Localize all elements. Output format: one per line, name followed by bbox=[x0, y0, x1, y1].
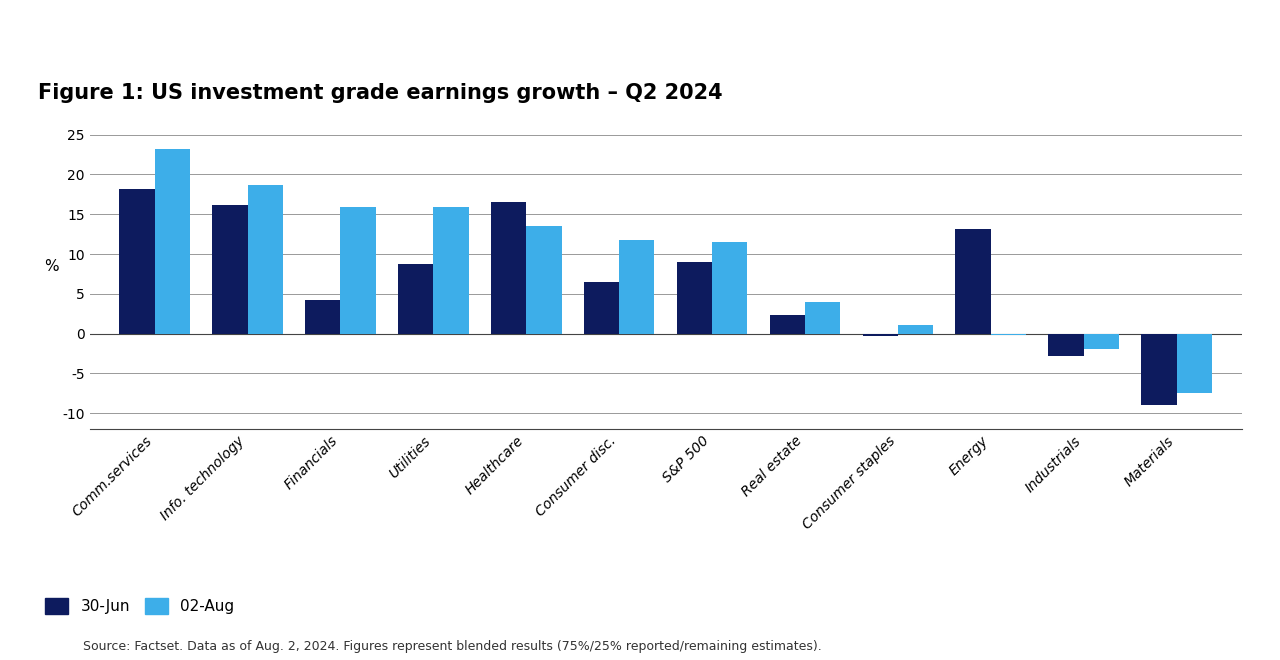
Bar bbox=[305, 300, 340, 333]
Bar bbox=[955, 228, 991, 333]
Y-axis label: %: % bbox=[44, 259, 59, 274]
Bar bbox=[897, 325, 933, 333]
Bar bbox=[991, 333, 1027, 335]
Bar bbox=[434, 207, 468, 333]
Bar bbox=[119, 189, 155, 333]
Bar bbox=[1142, 333, 1176, 405]
Bar bbox=[712, 242, 748, 333]
Bar bbox=[1084, 333, 1119, 349]
Bar bbox=[340, 207, 376, 333]
Bar bbox=[805, 302, 840, 333]
Bar bbox=[212, 205, 247, 333]
Text: Figure 1: US investment grade earnings growth – Q2 2024: Figure 1: US investment grade earnings g… bbox=[38, 83, 722, 104]
Bar bbox=[398, 265, 434, 333]
Bar bbox=[526, 226, 562, 333]
Bar bbox=[620, 240, 654, 333]
Bar bbox=[584, 282, 620, 333]
Bar bbox=[863, 333, 897, 336]
Text: Source: Factset. Data as of Aug. 2, 2024. Figures represent blended results (75%: Source: Factset. Data as of Aug. 2, 2024… bbox=[83, 640, 822, 653]
Bar bbox=[247, 185, 283, 333]
Bar bbox=[677, 262, 712, 333]
Bar bbox=[1048, 333, 1084, 356]
Legend: 30-Jun, 02-Aug: 30-Jun, 02-Aug bbox=[45, 598, 234, 614]
Bar bbox=[769, 315, 805, 333]
Bar bbox=[492, 203, 526, 333]
Bar bbox=[1176, 333, 1212, 393]
Bar bbox=[155, 149, 189, 333]
